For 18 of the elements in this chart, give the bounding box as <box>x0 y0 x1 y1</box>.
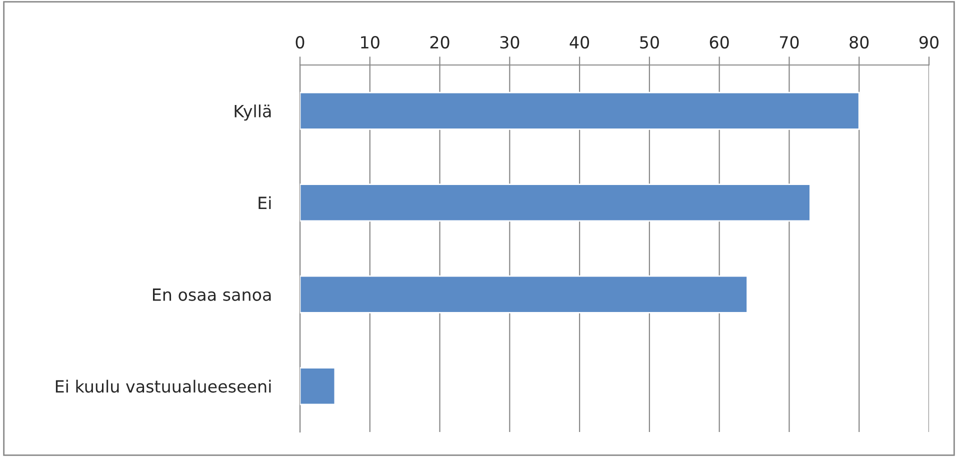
x-tick-label: 20 <box>430 36 450 49</box>
x-tick-label: 40 <box>570 36 590 49</box>
x-tick-label: 10 <box>361 36 380 49</box>
x-tick-label: 90 <box>919 36 938 49</box>
bar <box>300 367 336 406</box>
x-tick-label: 60 <box>710 36 729 49</box>
y-tick-label: Kyllä <box>234 104 271 121</box>
x-tick-label: 80 <box>850 36 869 49</box>
y-tick-label: Ei <box>258 196 271 209</box>
x-tick-label: 70 <box>780 36 799 49</box>
x-tick-label: 30 <box>500 36 520 49</box>
x-tick-label: 0 <box>296 36 304 49</box>
y-tick-label: En osaa sanoa <box>152 288 271 301</box>
bar <box>300 184 811 222</box>
y-tick-label: Ei kuulu vastuualueeseeni <box>56 380 271 393</box>
bar <box>300 92 860 130</box>
x-tick-label: 50 <box>640 36 659 49</box>
bar <box>300 275 748 314</box>
